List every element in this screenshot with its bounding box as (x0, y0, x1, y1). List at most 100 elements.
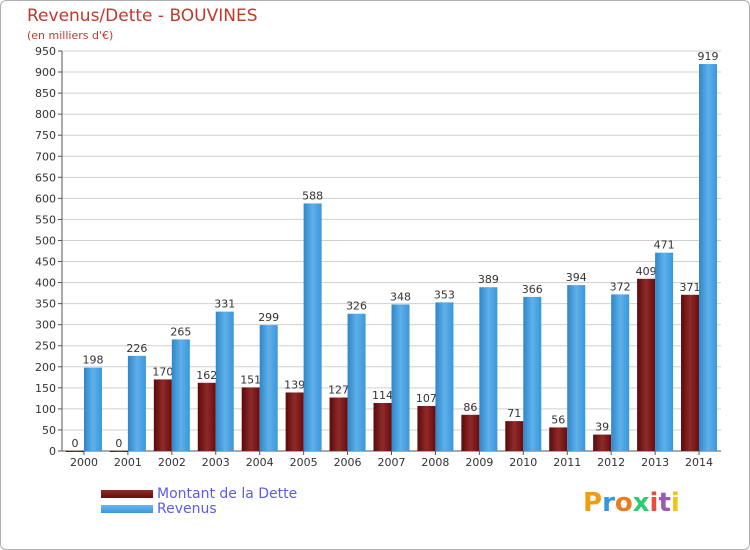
x-tick-label: 2001 (114, 456, 142, 469)
bar-revenus (215, 311, 234, 451)
bar-revenus (391, 304, 410, 451)
x-tick-label: 2010 (509, 456, 537, 469)
y-tick-label: 350 (35, 298, 56, 311)
legend: Montant de la Dette Revenus (101, 486, 361, 517)
x-tick-label: 2008 (421, 456, 449, 469)
y-tick-label: 400 (35, 277, 56, 290)
data-label-revenus: 348 (390, 290, 411, 303)
data-label-revenus: 226 (126, 342, 147, 355)
data-label-revenus: 394 (566, 271, 587, 284)
bar-dette (549, 427, 568, 451)
bar-dette (197, 382, 216, 451)
legend-item-dette: Montant de la Dette (101, 486, 361, 502)
bar-dette (285, 392, 304, 451)
y-tick-label: 250 (35, 340, 56, 353)
y-tick-label: 550 (35, 213, 56, 226)
data-label-dette: 127 (328, 384, 349, 397)
legend-swatch-dette (101, 490, 153, 498)
bar-revenus (303, 203, 322, 451)
data-label-dette: 139 (284, 378, 305, 391)
data-label-dette: 56 (551, 413, 565, 426)
data-label-dette: 86 (463, 401, 477, 414)
data-label-revenus: 389 (478, 273, 499, 286)
bar-dette (153, 379, 172, 451)
y-tick-label: 0 (49, 445, 56, 458)
y-tick-label: 500 (35, 234, 56, 247)
y-tick-label: 950 (35, 45, 56, 58)
x-tick-label: 2012 (597, 456, 625, 469)
data-label-revenus: 331 (214, 298, 235, 311)
y-tick-label: 750 (35, 129, 56, 142)
bar-revenus (127, 355, 146, 451)
x-tick-label: 2011 (553, 456, 581, 469)
legend-item-revenus: Revenus (101, 501, 361, 517)
bar-revenus (259, 325, 278, 451)
bar-revenus (699, 64, 718, 452)
legend-swatch-revenus (101, 505, 153, 513)
y-tick-label: 900 (35, 66, 56, 79)
bar-revenus (523, 296, 542, 451)
x-tick-label: 2007 (378, 456, 406, 469)
data-label-revenus: 299 (258, 311, 279, 324)
proxiti-logo: Proxiti (583, 488, 680, 518)
data-label-dette: 371 (680, 281, 701, 294)
data-label-revenus: 919 (698, 50, 719, 63)
legend-label-revenus: Revenus (157, 501, 217, 517)
x-tick-label: 2002 (158, 456, 186, 469)
bar-dette (461, 414, 480, 451)
y-tick-label: 100 (35, 403, 56, 416)
bar-dette (505, 421, 524, 451)
bar-revenus (435, 302, 454, 451)
chart-subtitle: (en milliers d'€) (27, 29, 114, 42)
bar-dette (417, 405, 436, 451)
y-tick-label: 700 (35, 150, 56, 163)
chart-title: Revenus/Dette - BOUVINES (27, 6, 258, 26)
y-tick-label: 850 (35, 87, 56, 100)
bar-dette (329, 397, 348, 451)
data-label-dette: 170 (152, 365, 173, 378)
x-tick-label: 2014 (685, 456, 713, 469)
x-tick-label: 2005 (290, 456, 318, 469)
bar-dette (373, 403, 392, 451)
data-label-dette: 39 (595, 421, 609, 434)
bar-dette (65, 451, 84, 452)
x-tick-label: 2003 (202, 456, 230, 469)
data-label-revenus: 265 (170, 325, 191, 338)
data-label-revenus: 372 (610, 280, 631, 293)
legend-label-dette: Montant de la Dette (157, 486, 298, 502)
y-tick-label: 50 (42, 424, 56, 437)
bar-revenus (611, 294, 630, 451)
data-label-dette: 71 (507, 407, 521, 420)
bar-revenus (83, 367, 102, 451)
bar-revenus (479, 287, 498, 451)
y-tick-label: 200 (35, 361, 56, 374)
data-label-revenus: 326 (346, 300, 367, 313)
bar-dette (681, 294, 700, 451)
y-tick-label: 600 (35, 192, 56, 205)
y-tick-label: 450 (35, 256, 56, 269)
bar-revenus (655, 252, 674, 451)
bar-dette (109, 451, 128, 452)
bar-dette (593, 434, 612, 451)
y-tick-label: 300 (35, 319, 56, 332)
data-label-dette: 409 (636, 265, 657, 278)
logo-letter: o (614, 488, 633, 518)
bar-revenus (347, 313, 366, 451)
x-tick-label: 2009 (465, 456, 493, 469)
bar-dette (241, 387, 260, 451)
x-tick-label: 2013 (641, 456, 669, 469)
x-tick-label: 2004 (246, 456, 274, 469)
bar-dette (637, 278, 656, 451)
data-label-dette: 0 (71, 437, 78, 450)
data-label-revenus: 353 (434, 288, 455, 301)
logo-letter: t (658, 488, 671, 518)
data-label-revenus: 198 (82, 354, 103, 367)
y-tick-label: 650 (35, 171, 56, 184)
logo-letter: P (583, 488, 603, 518)
data-label-dette: 114 (372, 389, 393, 402)
y-tick-label: 800 (35, 108, 56, 121)
data-label-revenus: 588 (302, 189, 323, 202)
y-tick-label: 150 (35, 382, 56, 395)
